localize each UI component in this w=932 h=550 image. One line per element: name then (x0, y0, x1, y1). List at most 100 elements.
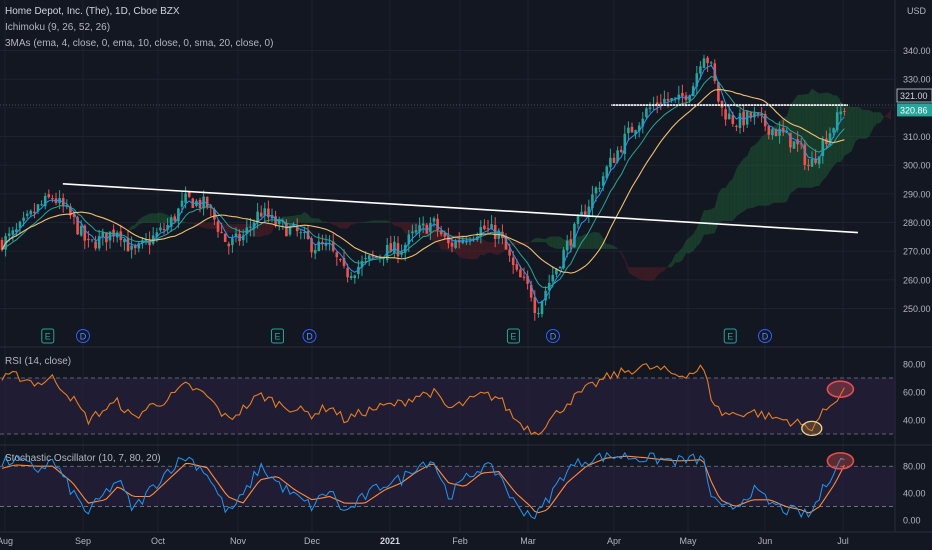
candle-body (558, 267, 562, 269)
candle-body (223, 233, 227, 242)
earnings-marker (41, 328, 55, 344)
cloud-segment (729, 178, 733, 222)
candle-body (742, 111, 745, 126)
cloud-segment (149, 213, 154, 223)
candle-body (796, 139, 799, 145)
cloud-segment (776, 121, 780, 203)
chart-title: Home Depot, Inc. (The), 1D, Cboe BZX (5, 6, 180, 17)
last-price-label: 320.86 (900, 105, 928, 115)
cloud-segment (664, 265, 668, 272)
candle-body (756, 112, 760, 115)
cloud-segment (855, 106, 859, 142)
candle-body (119, 231, 123, 241)
candle-body (828, 133, 832, 146)
cloud-segment (351, 222, 355, 225)
stoch-k-line (1, 451, 845, 520)
candle-body (533, 297, 537, 313)
candle-body (490, 224, 493, 230)
candle-body (781, 127, 785, 133)
cloud-segment (862, 109, 866, 139)
cloud-segment (768, 126, 773, 206)
candle-body (216, 221, 220, 232)
candle-body (425, 224, 429, 234)
dividend-label: D (762, 332, 769, 342)
candle-body (267, 208, 270, 218)
candle-body (234, 233, 238, 238)
candle-body (691, 86, 695, 97)
candle-body (367, 255, 371, 260)
dividend-marker (76, 329, 90, 343)
cloud-segment (747, 147, 751, 209)
earnings-label: E (510, 332, 516, 342)
candle-body (360, 261, 364, 268)
cloud-segment (293, 214, 298, 223)
stoch-high-highlight (826, 452, 855, 470)
cloud-segment (358, 221, 362, 223)
cloud-segment (164, 213, 168, 223)
candle-body (706, 57, 709, 64)
time-tick-label: Feb (452, 536, 468, 546)
candle-body (551, 275, 555, 282)
cloud-segment (736, 163, 740, 217)
time-tick-label: Mar (520, 536, 536, 546)
cloud-segment (844, 105, 848, 156)
cloud-segment (128, 226, 132, 230)
cloud-segment (534, 237, 539, 243)
candle-body (724, 109, 727, 120)
candle-body (18, 221, 22, 229)
cloud-segment (743, 155, 748, 212)
candle-body (511, 257, 515, 265)
cloud-segment (308, 214, 312, 223)
candle-body (29, 210, 33, 215)
cloud-segment (380, 220, 384, 223)
candle-body (695, 73, 699, 87)
cloud-segment (257, 223, 262, 238)
candle-body (537, 313, 540, 315)
cloud-segment (624, 257, 629, 273)
cloud-segment (632, 267, 636, 277)
cloud-segment (135, 219, 139, 229)
candle-body (90, 239, 94, 241)
cloud-segment (300, 211, 305, 223)
dividend-label: D (80, 332, 87, 342)
candle-body (738, 113, 742, 129)
cloud-segment (329, 222, 334, 225)
candle-body (285, 222, 288, 237)
candle-body (580, 211, 583, 216)
candle-body (587, 206, 591, 217)
candle-body (591, 194, 594, 209)
candle-body (220, 231, 223, 233)
cloud-segment (239, 223, 244, 233)
cloud-segment (653, 267, 658, 281)
candle-body (436, 218, 439, 230)
cloud-segment (538, 237, 542, 243)
candle-body (735, 125, 738, 127)
cloud-segment (326, 221, 330, 224)
candle-body (720, 100, 724, 108)
candle-body (47, 194, 51, 198)
cloud-segment (452, 235, 456, 253)
cloud-segment (322, 221, 326, 223)
candle-body (821, 139, 825, 157)
candle-body (202, 196, 205, 209)
candle-body (659, 102, 663, 104)
price-tick-label: 290.00 (903, 189, 931, 199)
candle-body (162, 228, 166, 230)
candle-body (774, 129, 778, 137)
cloud-segment (660, 267, 665, 273)
candle-body (810, 159, 814, 167)
cloud-segment (772, 124, 776, 204)
cloud-segment (581, 233, 586, 249)
candle-body (598, 187, 601, 189)
candle-body (94, 241, 97, 249)
candle-body (835, 112, 839, 131)
cloud-segment (405, 222, 409, 235)
dividend-marker (545, 329, 560, 343)
cloud-segment (369, 220, 373, 223)
candle-body (155, 232, 159, 238)
cloud-segment (153, 213, 157, 223)
cloud-segment (560, 236, 564, 249)
candle-body (238, 233, 241, 242)
candle-body (313, 249, 317, 254)
